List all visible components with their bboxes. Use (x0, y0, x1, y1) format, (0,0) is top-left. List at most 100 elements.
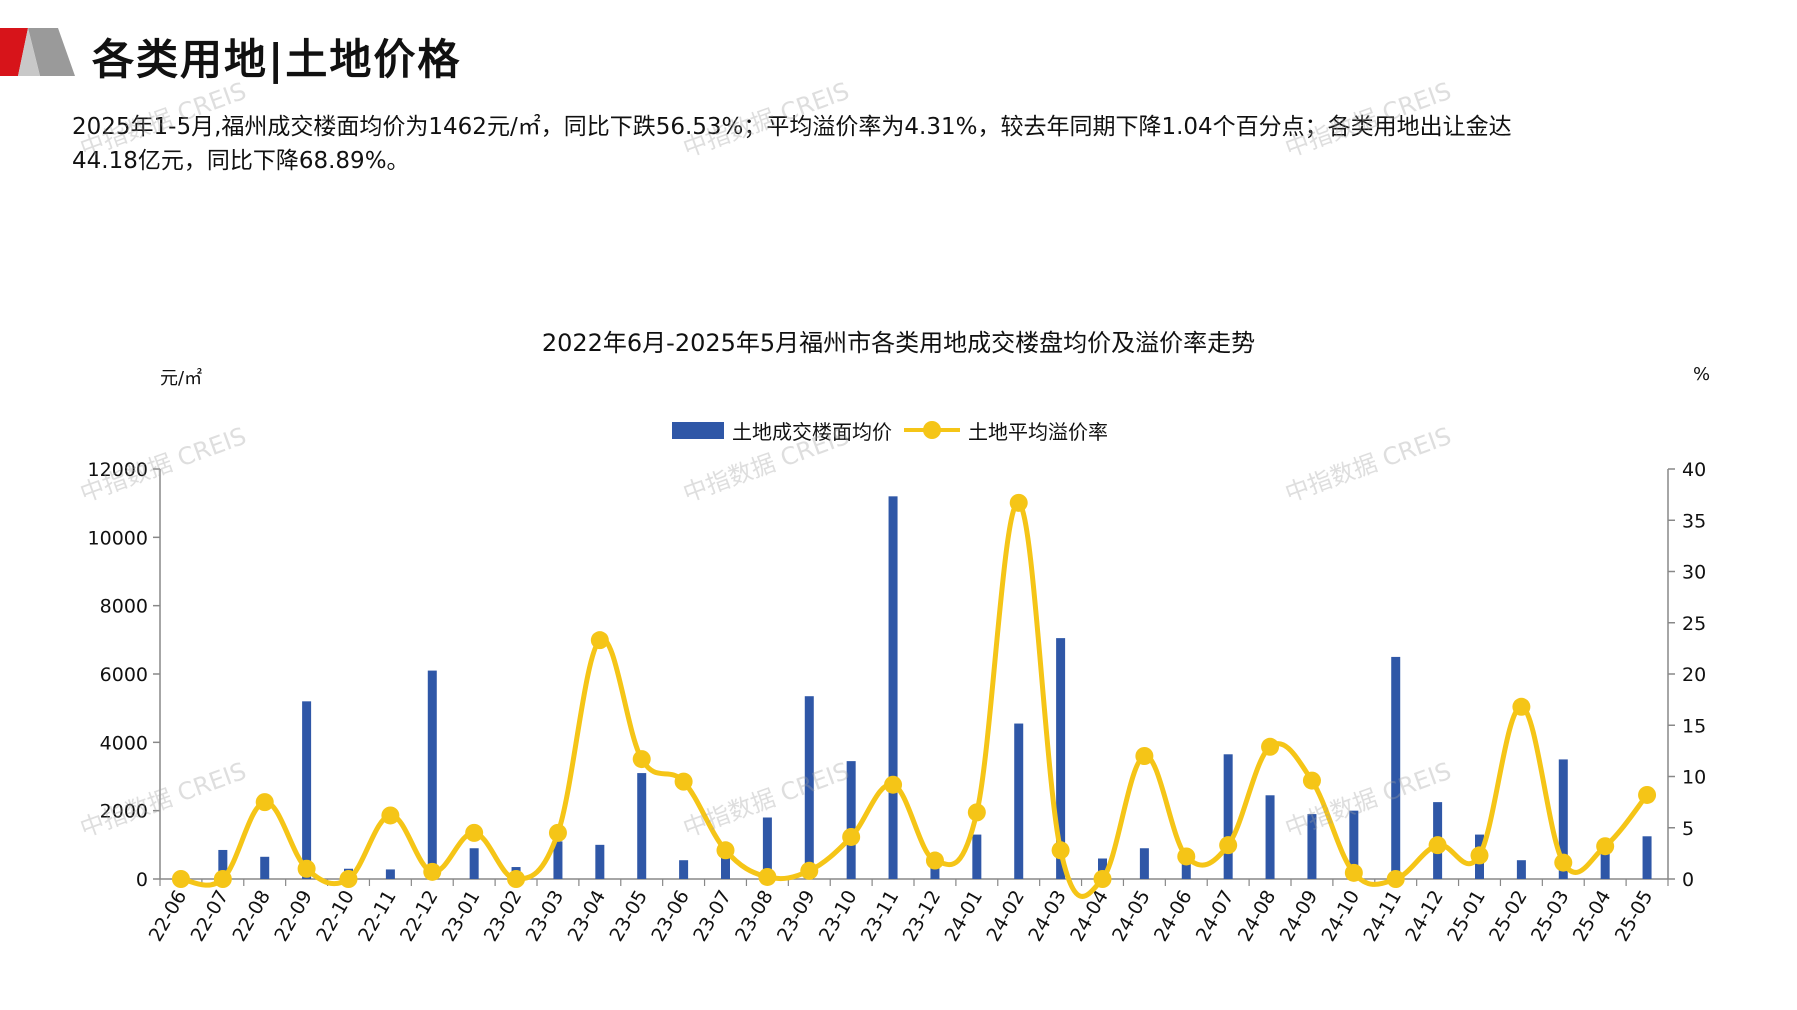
line-point (507, 870, 526, 888)
legend-line-swatch (904, 421, 960, 439)
x-tick-label: 23-06 (647, 887, 694, 946)
x-tick-label: 23-04 (564, 887, 611, 946)
y-right-tick-label: 15 (1682, 715, 1706, 737)
bar (1516, 860, 1526, 879)
bar (762, 817, 772, 879)
x-tick-label: 22-09 (270, 887, 317, 946)
x-tick-label: 25-02 (1485, 887, 1532, 946)
y-right-tick-label: 30 (1682, 562, 1706, 584)
bar (679, 860, 689, 879)
x-tick-label: 24-01 (941, 886, 988, 945)
bar (469, 848, 479, 879)
y-right-tick-label: 10 (1682, 767, 1706, 789)
x-tick-label: 25-04 (1569, 887, 1616, 946)
x-tick-label: 25-01 (1443, 887, 1490, 946)
bar (1558, 759, 1568, 879)
bar (260, 856, 270, 879)
bar (1139, 848, 1149, 879)
line-point (465, 823, 484, 842)
x-tick-label: 24-08 (1234, 887, 1281, 946)
y-right-tick-label: 5 (1682, 818, 1694, 840)
line-point (1344, 863, 1363, 882)
x-tick-label: 22-11 (354, 887, 401, 946)
x-tick-label: 23-01 (438, 887, 485, 946)
y-left-tick-label: 4000 (100, 732, 148, 754)
x-tick-label: 24-05 (1108, 887, 1155, 946)
line-point (674, 772, 693, 791)
x-tick-label: 23-05 (605, 887, 652, 946)
summary-line-2: 44.18亿元，同比下降68.89%。 (72, 148, 410, 174)
line-point (1093, 870, 1112, 888)
bar (218, 849, 228, 879)
page-header: 各类用地|土地价格 (0, 20, 700, 84)
line-point (339, 870, 358, 888)
x-tick-label: 22-06 (145, 887, 192, 946)
y-right-tick-label: 35 (1682, 510, 1706, 532)
legend-bar-swatch (672, 421, 724, 439)
bar (972, 834, 982, 879)
bar (385, 869, 395, 879)
x-tick-label: 24-07 (1192, 887, 1239, 946)
x-tick-label: 25-03 (1527, 887, 1574, 946)
bar (1349, 810, 1359, 879)
line-point (1051, 841, 1070, 860)
line-point (297, 859, 316, 878)
x-tick-label: 24-09 (1276, 887, 1323, 946)
bar (427, 670, 437, 879)
line-point (423, 862, 442, 881)
x-tick-label: 24-02 (982, 887, 1029, 946)
line-point (632, 750, 651, 769)
line-point (1596, 837, 1615, 856)
legend-bar-label: 土地成交楼面均价 (732, 419, 892, 444)
line-point (1428, 836, 1447, 855)
line-point (548, 823, 567, 842)
bar (721, 851, 730, 879)
x-tick-label: 23-11 (857, 887, 904, 946)
line-point (842, 827, 861, 846)
bar (888, 496, 898, 879)
line-point (1135, 747, 1154, 765)
x-tick-label: 23-12 (899, 887, 946, 946)
y-right-tick-label: 40 (1682, 459, 1706, 481)
line-point (925, 851, 944, 870)
line-point (758, 867, 777, 886)
x-tick-label: 23-02 (480, 887, 527, 946)
bar (553, 841, 563, 879)
bar (1223, 754, 1233, 879)
bar (930, 861, 940, 879)
y-left-tick-label: 8000 (100, 596, 148, 618)
line-point (255, 793, 274, 812)
x-tick-label: 24-03 (1024, 887, 1071, 946)
y-left-tick-label: 6000 (100, 664, 148, 686)
y-right-tick-label: 0 (1682, 869, 1694, 891)
y-right-tick-label: 20 (1682, 664, 1706, 686)
y-right-tick-label: 25 (1682, 613, 1706, 635)
line-point (1386, 870, 1405, 888)
y-left-tick-label: 2000 (100, 801, 148, 823)
bar (1098, 858, 1107, 879)
left-axis-unit: 元/㎡ (160, 368, 203, 389)
line-point (1470, 846, 1489, 865)
x-tick-label: 23-09 (773, 887, 820, 946)
line-point (1302, 771, 1321, 790)
x-tick-label: 23-03 (522, 887, 569, 946)
x-tick-label: 22-12 (396, 887, 443, 946)
line-point (381, 806, 400, 825)
chart-legend: 土地成交楼面均价 土地平均溢价率 (672, 415, 1108, 445)
y-left-tick-label: 0 (136, 869, 148, 891)
right-axis-unit: % (1693, 364, 1711, 385)
x-tick-label: 23-08 (731, 887, 778, 946)
line-point (171, 870, 190, 888)
line-point (884, 775, 903, 794)
summary-text: 2025年1-5月,福州成交楼面均价为1462元/㎡，同比下跌56.53%；平均… (72, 110, 1752, 178)
bar (1056, 638, 1066, 879)
x-tick-label: 23-07 (689, 887, 736, 946)
bar (637, 773, 647, 879)
premium-rate-line (180, 500, 1650, 899)
line-point (1261, 737, 1280, 756)
bar (1014, 723, 1024, 879)
summary-line-1: 2025年1-5月,福州成交楼面均价为1462元/㎡，同比下跌56.53%；平均… (72, 114, 1512, 140)
bar (846, 761, 856, 879)
x-tick-label: 24-11 (1359, 887, 1406, 946)
